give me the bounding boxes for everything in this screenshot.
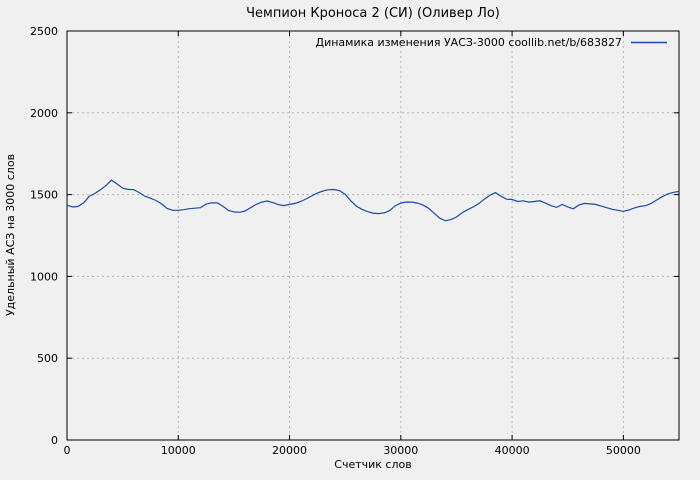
x-tick-labels: 0 10000 20000 30000 40000 50000 [64, 444, 641, 457]
y-tick-labels: 0 500 1000 1500 2000 2500 [30, 25, 58, 447]
axis-ticks [66, 30, 679, 441]
y-tick-label: 0 [51, 434, 58, 447]
x-axis-label: Счетчик слов [334, 458, 411, 471]
y-tick-label: 1000 [30, 270, 58, 283]
x-tick-label: 30000 [383, 444, 418, 457]
x-tick-label: 20000 [272, 444, 307, 457]
plot-border [66, 30, 680, 441]
y-tick-label: 2000 [30, 107, 58, 120]
y-tick-label: 1500 [30, 189, 58, 202]
y-tick-label: 500 [37, 352, 58, 365]
chart-title: Чемпион Кроноса 2 (СИ) (Оливер Ло) [246, 6, 500, 21]
y-tick-label: 2500 [30, 25, 58, 38]
gridlines [67, 31, 679, 440]
x-tick-label: 10000 [161, 444, 196, 457]
legend: Динамика изменения УАСЗ-3000 coollib.net… [316, 36, 667, 49]
x-tick-label: 0 [64, 444, 71, 457]
x-tick-label: 40000 [495, 444, 530, 457]
legend-series-label: Динамика изменения УАСЗ-3000 coollib.net… [316, 36, 623, 49]
y-axis-label: Удельный АСЗ на 3000 слов [4, 154, 17, 316]
data-series-line [66, 179, 680, 222]
x-tick-label: 50000 [606, 444, 641, 457]
